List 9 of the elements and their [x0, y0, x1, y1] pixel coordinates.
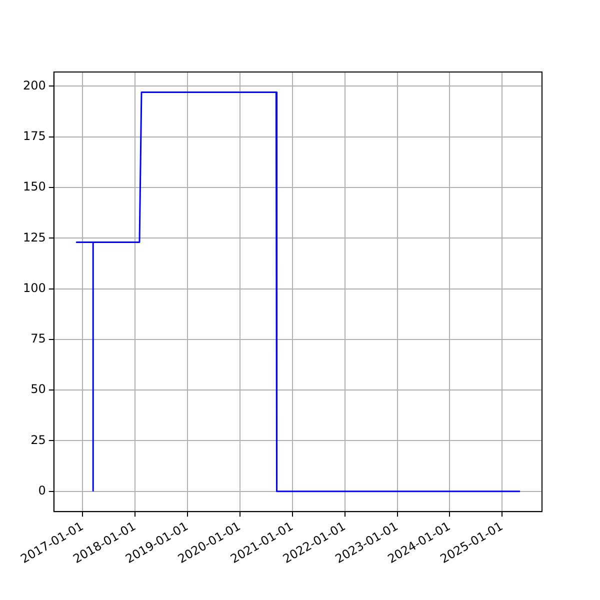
y-tick-label: 100: [23, 280, 46, 295]
y-tick-label: 150: [23, 180, 46, 194]
y-tick-label: 125: [23, 230, 46, 244]
y-tick-label: 0: [38, 484, 46, 498]
y-tick-label: 50: [30, 382, 46, 396]
y-tick-label: 200: [23, 78, 46, 92]
y-tick-label: 25: [30, 432, 46, 447]
y-tick-label: 175: [23, 128, 46, 143]
y-tick-label: 75: [30, 332, 46, 346]
